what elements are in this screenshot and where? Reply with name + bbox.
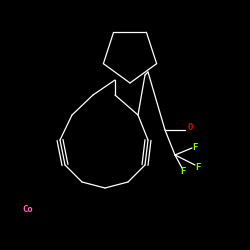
Text: O: O: [187, 124, 193, 132]
Text: Co: Co: [22, 206, 34, 214]
Text: F: F: [192, 144, 198, 152]
Text: F: F: [195, 164, 201, 172]
Text: F: F: [180, 168, 186, 176]
